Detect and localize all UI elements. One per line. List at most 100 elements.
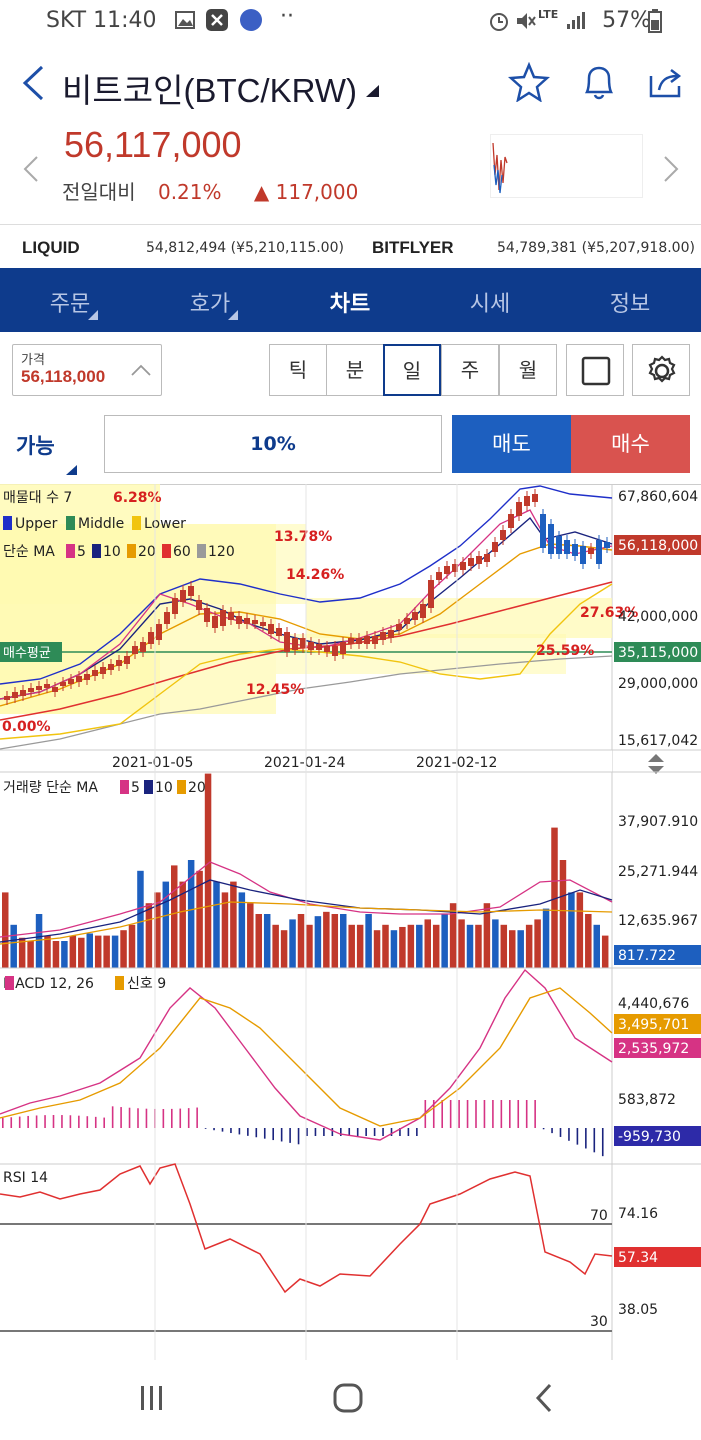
macd-histogram-bar bbox=[331, 1128, 334, 1136]
tab-market[interactable]: 시세 bbox=[440, 286, 540, 318]
volume-bar bbox=[441, 914, 448, 968]
sell-button[interactable]: 매도 bbox=[452, 415, 571, 473]
volume-bar bbox=[69, 935, 77, 968]
volume-bar bbox=[78, 937, 85, 968]
fullscreen-button[interactable] bbox=[566, 344, 624, 396]
tab-order[interactable]: 주문 bbox=[20, 286, 120, 320]
exchange-value-liquid: 54,812,494 (¥5,210,115.00) bbox=[146, 240, 344, 256]
profile-pct: 25.59% bbox=[536, 643, 594, 659]
back-arrow-icon[interactable] bbox=[20, 64, 46, 106]
volume-bar bbox=[500, 924, 508, 968]
macd-group: MACD 12, 26 신호 9 4,440,676 583,872 3,495,701… bbox=[0, 967, 701, 1157]
avg-buy-tag: 35,115,000 bbox=[618, 645, 698, 661]
macd-histogram-bar bbox=[137, 1108, 139, 1128]
volume-bar bbox=[323, 911, 330, 968]
chart-toolbar: 가격 56,118,000 틱 분 일 주 월 bbox=[0, 332, 701, 406]
macd-histogram-bar bbox=[128, 1107, 131, 1128]
candle bbox=[68, 679, 74, 684]
macd-panel: MACD 12, 26 신호 9 4,440,676 583,872 3,495,701… bbox=[0, 967, 701, 1157]
legend-swatch bbox=[3, 516, 12, 530]
volume-ma5-line bbox=[0, 861, 613, 938]
candle bbox=[44, 684, 50, 688]
prev-coin-chevron-icon[interactable] bbox=[22, 154, 40, 188]
tab-chart[interactable]: 차트 bbox=[300, 286, 400, 318]
macd-histogram-bar bbox=[492, 1100, 494, 1128]
candle bbox=[404, 618, 410, 624]
candle bbox=[84, 674, 90, 680]
carrier-time: SKT 11:40 bbox=[46, 8, 157, 33]
macd-histogram-bar bbox=[120, 1107, 122, 1128]
macd-histogram-bar bbox=[348, 1128, 351, 1136]
profile-pct: 0.00% bbox=[2, 719, 51, 735]
price-chart[interactable]: 매수평균 매물대 수 7 6.28% Upper Middle Lower 단순 MA 5 10… bbox=[0, 484, 701, 1360]
recent-apps-icon[interactable] bbox=[138, 1384, 166, 1416]
macd-histogram-bar bbox=[356, 1128, 359, 1136]
candle bbox=[116, 660, 122, 666]
candle bbox=[228, 612, 234, 620]
volume-profile-label: 매물대 수 7 bbox=[3, 490, 72, 506]
macd-histogram-bar bbox=[61, 1115, 63, 1128]
up-triangle-icon: ▲ bbox=[253, 180, 270, 204]
period-tick[interactable]: 틱 bbox=[269, 344, 327, 396]
page-title[interactable]: 비트코인(BTC/KRW) bbox=[62, 72, 357, 109]
macd-histogram-bar bbox=[86, 1116, 89, 1128]
candle bbox=[420, 604, 426, 618]
period-month[interactable]: 월 bbox=[499, 344, 557, 396]
macd-y-tick: 4,440,676 bbox=[618, 996, 689, 1012]
ma-legend-120: 120 bbox=[208, 544, 235, 560]
period-week[interactable]: 주 bbox=[441, 344, 499, 396]
available-dropdown[interactable]: 가능 bbox=[16, 434, 55, 458]
quantity-percent[interactable]: 10% bbox=[104, 415, 442, 473]
ma-legend-10: 10 bbox=[103, 544, 121, 560]
macd-histogram-bar bbox=[509, 1100, 511, 1128]
tab-orderbook[interactable]: 호가 bbox=[160, 286, 260, 320]
candle bbox=[252, 620, 258, 624]
battery-level: 57% bbox=[602, 8, 651, 33]
volume-bar bbox=[137, 870, 144, 968]
volume-bar bbox=[111, 935, 119, 968]
home-icon[interactable] bbox=[332, 1382, 364, 1418]
volume-bar bbox=[492, 919, 499, 968]
price-input[interactable]: 가격 56,118,000 bbox=[12, 344, 162, 396]
candle bbox=[324, 646, 330, 652]
candle bbox=[100, 667, 106, 674]
next-coin-chevron-icon[interactable] bbox=[662, 154, 680, 188]
available-dropdown-icon[interactable] bbox=[66, 460, 78, 479]
share-icon[interactable] bbox=[645, 62, 687, 106]
alarm-bell-icon[interactable] bbox=[579, 62, 619, 106]
period-minute[interactable]: 분 bbox=[326, 344, 384, 396]
macd-histogram-bar bbox=[323, 1128, 325, 1136]
volume-bar bbox=[255, 914, 262, 968]
period-day[interactable]: 일 bbox=[383, 344, 441, 396]
settings-button[interactable] bbox=[632, 344, 690, 396]
favorite-star-icon[interactable] bbox=[507, 61, 551, 106]
volume-bar bbox=[576, 892, 584, 968]
tab-market-label: 시세 bbox=[469, 292, 511, 317]
volume-bar bbox=[399, 926, 406, 968]
candle bbox=[76, 676, 82, 682]
volume-ma10-line bbox=[0, 879, 613, 943]
candle bbox=[260, 622, 266, 626]
macd-histogram-bar bbox=[585, 1128, 587, 1149]
volume-bar bbox=[449, 903, 457, 968]
macd-histogram-bar bbox=[559, 1128, 562, 1137]
macd-histogram-bar bbox=[10, 1117, 13, 1128]
buy-button[interactable]: 매수 bbox=[571, 415, 690, 473]
legend-swatch bbox=[92, 544, 101, 558]
candle bbox=[412, 612, 418, 620]
macd-histogram-bar bbox=[306, 1128, 308, 1136]
volume-bar bbox=[525, 924, 533, 968]
ma-legend-5: 5 bbox=[77, 544, 86, 560]
macd-histogram-bar bbox=[382, 1128, 384, 1136]
rsi-level-70: 70 bbox=[590, 1208, 608, 1224]
tab-info[interactable]: 정보 bbox=[580, 286, 680, 318]
volume-bar bbox=[10, 924, 17, 968]
profile-pct: 12.45% bbox=[246, 682, 304, 698]
macd-histogram-bar bbox=[171, 1108, 173, 1128]
price-y-tick: 15,617,042 bbox=[618, 733, 698, 749]
title-dropdown-icon[interactable] bbox=[366, 82, 380, 101]
volume-ma20-line bbox=[0, 901, 613, 945]
macd-histogram-bar bbox=[69, 1115, 72, 1128]
back-icon[interactable] bbox=[534, 1382, 554, 1418]
candle bbox=[348, 638, 354, 644]
